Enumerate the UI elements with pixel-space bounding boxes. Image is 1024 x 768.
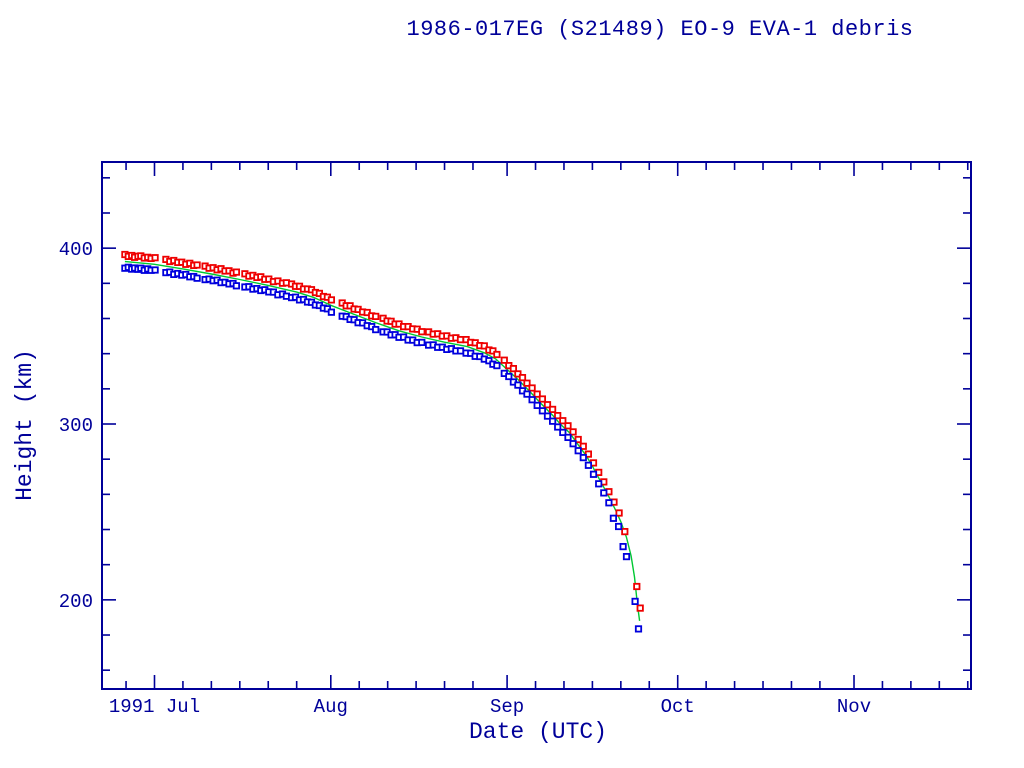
apogee-height-point	[621, 528, 629, 536]
perigee-height-point	[456, 347, 465, 355]
y-tick-label: 300	[59, 415, 93, 437]
apogee-height-point	[564, 422, 572, 430]
apogee-height-point	[543, 401, 552, 409]
perigee-height-point	[622, 553, 631, 561]
y-tick-label: 400	[59, 239, 93, 261]
perigee-height-point	[533, 401, 541, 410]
apogee-height-point	[559, 417, 567, 425]
perigee-height-point	[193, 274, 201, 282]
perigee-height-point	[505, 372, 513, 381]
apogee-height-point	[193, 261, 201, 269]
apogee-height-point	[636, 604, 644, 612]
perigee-height-point	[574, 447, 582, 455]
perigee-height-point	[579, 453, 587, 462]
apogee-height-point	[509, 364, 518, 373]
chart-title: 1986-017EG (S21489) EO-9 EVA-1 debris	[406, 17, 914, 42]
apogee-height-point	[615, 509, 623, 517]
x-tick-label: Oct	[661, 696, 695, 718]
apogee-height-point	[554, 411, 562, 420]
perigee-height-point	[564, 433, 572, 442]
apogee-height-point	[493, 350, 501, 359]
perigee-height-point	[151, 266, 159, 274]
perigee-height-point	[523, 390, 531, 398]
perigee-height-point	[631, 597, 639, 606]
perigee-height-point	[600, 489, 608, 497]
perigee-height-point	[634, 625, 643, 633]
perigee-height-point	[549, 417, 557, 425]
perigee-height-point	[595, 480, 603, 488]
apogee-height-point	[151, 254, 159, 262]
apogee-height-point	[514, 370, 522, 378]
perigee-height-point	[493, 361, 501, 370]
apogee-height-point	[549, 405, 557, 414]
plot-frame	[101, 161, 972, 690]
x-tick-label: Aug	[314, 696, 348, 718]
perigee-height-point	[615, 522, 623, 531]
apogee-height-point	[528, 384, 536, 392]
apogee-height-point	[480, 342, 488, 350]
apogee-height-point	[232, 268, 240, 276]
perigee-height-point	[605, 499, 613, 507]
perigee-height-point	[569, 440, 577, 448]
perigee-height-point	[232, 282, 240, 290]
perigee-height-point	[554, 423, 562, 431]
perigee-height-point	[609, 514, 618, 522]
apogee-height-point	[633, 582, 641, 591]
x-axis-title: Date (UTC)	[468, 719, 608, 745]
perigee-height-point	[559, 428, 567, 437]
apogee-height-point	[569, 428, 577, 436]
perigee-height-point	[372, 325, 380, 334]
x-tick-label: 1991 Jul	[109, 696, 200, 718]
perigee-height-point	[418, 338, 426, 347]
apogee-height-point	[538, 395, 547, 403]
apogee-height-point	[500, 356, 508, 364]
perigee-height-point	[538, 407, 547, 415]
perigee-height-point	[327, 308, 336, 316]
x-tick-label: Sep	[490, 696, 524, 718]
perigee-height-point	[584, 461, 593, 469]
y-tick-label: 200	[59, 591, 93, 613]
perigee-height-point	[514, 381, 522, 389]
apogee-height-point	[456, 335, 465, 344]
perigee-height-point	[543, 412, 552, 420]
apogee-height-point	[327, 296, 336, 304]
perigee-height-point	[589, 470, 598, 478]
apogee-height-point	[518, 373, 527, 382]
x-tick-label: Nov	[837, 696, 871, 718]
apogee-height-point	[574, 435, 582, 444]
apogee-height-point	[579, 442, 587, 450]
perigee-height-point	[619, 543, 627, 551]
apogee-height-point	[372, 312, 380, 321]
apogee-height-point	[533, 390, 541, 398]
apogee-height-point	[418, 328, 426, 336]
apogee-height-point	[523, 379, 531, 387]
perigee-height-point	[528, 396, 536, 404]
